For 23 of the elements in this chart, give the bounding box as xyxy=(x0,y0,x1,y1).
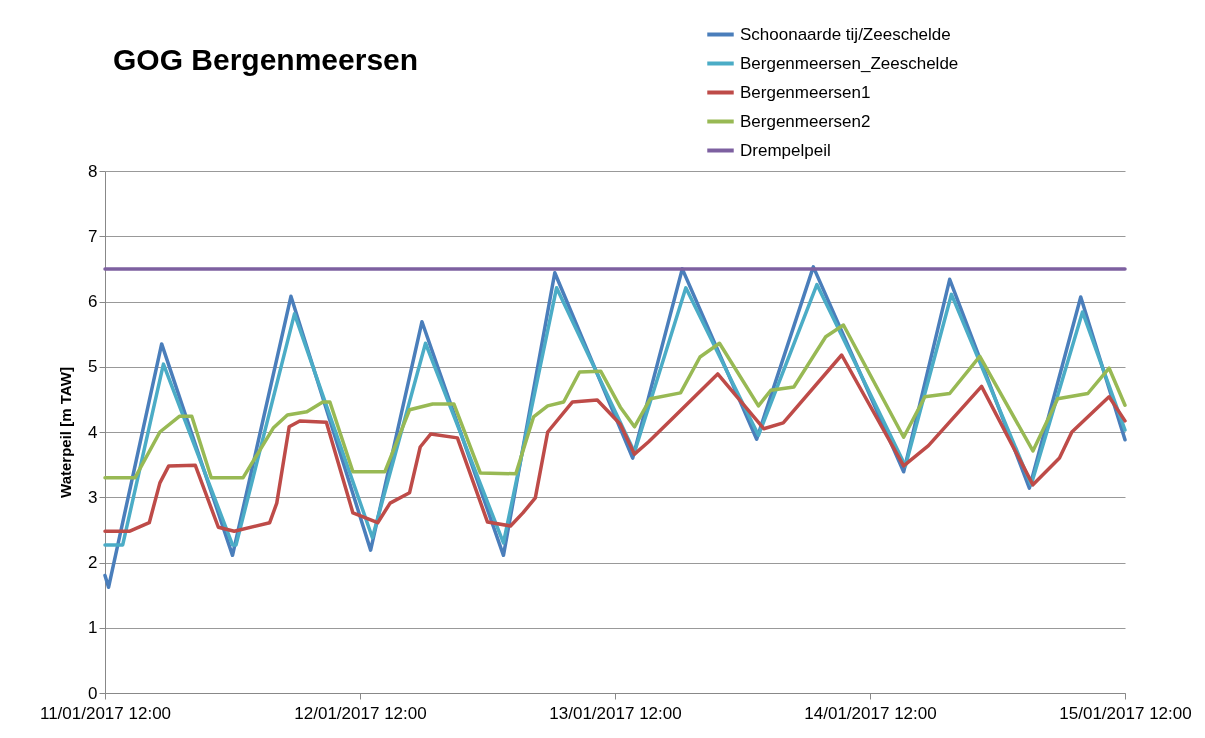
y-tick-label: 6 xyxy=(88,292,98,311)
y-tick-label: 3 xyxy=(88,487,98,507)
y-tick-label: 0 xyxy=(88,683,98,703)
y-tick-label: 5 xyxy=(88,357,98,377)
x-tick-label: 13/01/2017 12:00 xyxy=(549,703,682,723)
x-tick-label: 11/01/2017 12:00 xyxy=(39,703,172,723)
legend-label: Bergenmeersen1 xyxy=(740,82,871,102)
legend-label: Schoonaarde tij/Zeeschelde xyxy=(740,24,951,44)
y-tick-label: 8 xyxy=(88,161,98,181)
y-tick-label: 1 xyxy=(88,618,98,638)
y-axis-title: Waterpeil [m TAW] xyxy=(57,367,75,498)
x-tick-label: 15/01/2017 12:00 xyxy=(1059,703,1192,723)
legend-label: Bergenmeersen_Zeeschelde xyxy=(740,53,959,73)
y-tick-label: 4 xyxy=(88,422,98,442)
chart-title: GOG Bergenmeersen xyxy=(113,43,419,76)
x-tick-label: 12/01/2017 12:00 xyxy=(294,703,427,723)
y-tick-label: 7 xyxy=(88,226,98,246)
legend-label: Bergenmeersen2 xyxy=(740,111,871,131)
x-tick-label: 14/01/2017 12:00 xyxy=(804,703,937,723)
line-series xyxy=(103,353,1127,533)
legend-label: Drempelpeil xyxy=(740,140,831,160)
line-series xyxy=(103,323,1127,480)
y-tick-label: 2 xyxy=(88,553,98,572)
